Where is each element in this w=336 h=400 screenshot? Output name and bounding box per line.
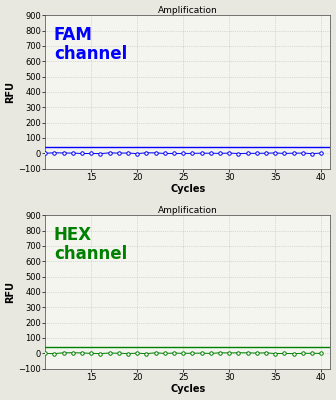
Title: Amplification: Amplification [158, 6, 218, 14]
Title: Amplification: Amplification [158, 206, 218, 214]
Y-axis label: RFU: RFU [6, 81, 15, 103]
X-axis label: Cycles: Cycles [170, 384, 206, 394]
X-axis label: Cycles: Cycles [170, 184, 206, 194]
Text: FAM
channel: FAM channel [54, 26, 127, 64]
Y-axis label: RFU: RFU [6, 281, 15, 303]
Text: HEX
channel: HEX channel [54, 226, 127, 264]
